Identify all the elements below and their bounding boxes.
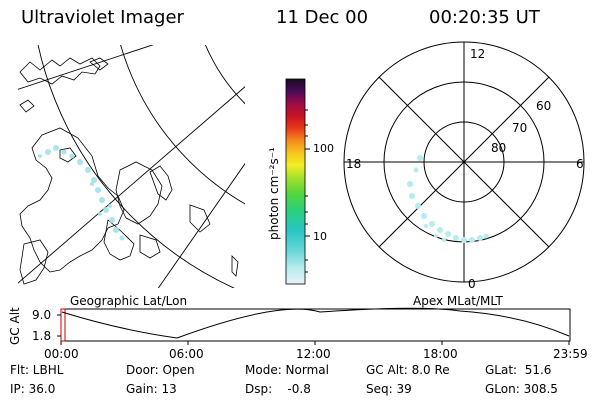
geographic-map — [18, 45, 245, 288]
mlat-label-60: 60 — [536, 99, 551, 113]
mlt-label-12: 12 — [470, 47, 485, 61]
altitude-tick-min: 1.8 — [32, 329, 51, 343]
time-tick-0000: 00:00 — [44, 347, 79, 361]
time-tick-0600: 06:00 — [169, 347, 204, 361]
date-label: 11 Dec 00 — [276, 7, 369, 28]
mlat-label-70: 70 — [512, 121, 527, 135]
mlat-label-80: 80 — [491, 141, 506, 155]
altitude-tick-max: 9.0 — [32, 308, 51, 322]
mode-info: Mode: Normal — [245, 363, 329, 377]
mlt-label-18: 18 — [346, 157, 361, 171]
page-title: Ultraviolet Imager — [21, 7, 184, 28]
altitude-strip: GC Alt 9.0 1.8 00:00 06:00 12:00 18:00 2… — [8, 307, 588, 361]
right-panel-caption: Apex MLat/MLT — [413, 294, 503, 308]
polar-plot: 12 0 18 6 60 70 80 — [343, 41, 585, 291]
time-tick-1800: 18:00 — [423, 347, 458, 361]
glat-info: GLat: 51.6 — [485, 363, 552, 377]
colorbar-unit-label: photon cm⁻²s⁻¹ — [267, 147, 281, 240]
left-panel-caption: Geographic Lat/Lon — [70, 294, 187, 308]
altitude-axis-label: GC Alt — [8, 307, 22, 345]
colorbar-tick-100: 100 — [313, 142, 334, 155]
colorbar-tick-10: 10 — [313, 230, 327, 243]
dsp-info: Dsp: -0.8 — [245, 382, 311, 396]
door-info: Door: Open — [126, 363, 195, 377]
time-tick-1200: 12:00 — [296, 347, 331, 361]
time-label: 00:20:35 UT — [429, 7, 540, 28]
seq-info: Seq: 39 — [366, 382, 412, 396]
gain-info: Gain: 13 — [126, 382, 177, 396]
filter-info: Flt: LBHL — [10, 363, 64, 377]
mlt-label-6: 6 — [576, 157, 584, 171]
colorbar: 100 10 photon cm⁻²s⁻¹ — [267, 78, 334, 285]
mlt-label-0: 0 — [468, 277, 476, 291]
time-tick-2359: 23:59 — [553, 347, 588, 361]
ip-info: IP: 36.0 — [10, 382, 56, 396]
gc-alt-info: GC Alt: 8.0 Re — [366, 363, 450, 377]
glon-info: GLon: 308.5 — [485, 382, 558, 396]
